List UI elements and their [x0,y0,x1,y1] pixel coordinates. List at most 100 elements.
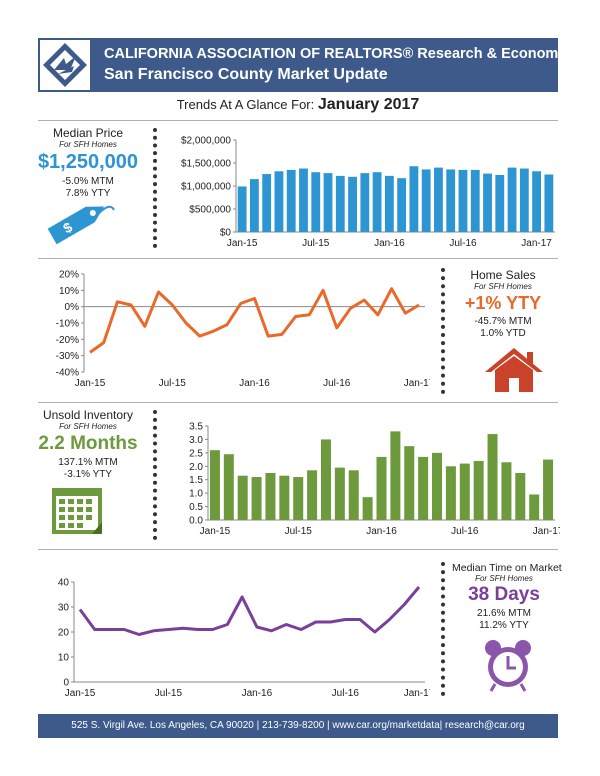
y-tick-label: 20 [58,628,70,639]
time-on-market-panel: Median Time on Market For SFH Homes 38 D… [452,562,562,632]
y-tick-label: 10% [59,286,79,297]
y-tick-label: -40% [56,368,79,379]
divider [38,120,558,121]
y-tick-label: $1,000,000 [181,182,231,193]
x-tick-label: Jul-16 [449,238,477,249]
dotted-separator [153,410,157,540]
y-tick-label: 0% [65,302,80,313]
y-tick-label: 30 [58,603,70,614]
bar [487,434,498,520]
trend-prefix: Trends At A Glance For: [176,97,315,112]
bar [320,439,331,520]
median-price-ytd: 7.8% YTY [65,188,111,199]
inventory-ytd: -3.1% YTY [63,469,113,480]
x-tick-label: Jan-17 [533,526,560,537]
bar [237,475,248,520]
bar [251,477,262,520]
bar [293,477,304,520]
y-tick-label: $500,000 [189,205,231,216]
inventory-mtm: 137.1% MTM [58,457,118,468]
home-sales-title: Home Sales [470,268,536,282]
dotted-separator [153,128,157,248]
home-sales-subtitle: For SFH Homes [474,282,532,291]
bar [432,452,443,520]
bar [404,446,415,520]
bar [445,466,456,520]
bar [483,173,492,232]
bar [307,470,318,520]
y-tick-label: $2,000,000 [181,136,231,147]
bar [473,460,484,520]
x-tick-label: Jul-16 [332,688,360,699]
x-tick-label: Jan-15 [65,688,96,699]
y-tick-label: 3.0 [189,435,203,446]
bar [390,431,401,520]
bar [237,186,247,232]
bar [507,167,517,232]
x-tick-label: Jan-16 [366,526,397,537]
inventory-subtitle: For SFH Homes [59,422,117,431]
home-sales-mtm: -45.7% MTM [474,316,532,327]
median-price-value: $1,250,000 [37,151,139,173]
y-tick-label: 10 [58,653,70,664]
bar [446,169,456,232]
median-price-title: Median Price [52,126,124,140]
bar [265,473,276,520]
median-price-panel: Median Price For SFH Homes $1,250,000 -5… [30,126,146,200]
inventory-chart: 0.0 0.5 1.0 1.5 2.0 2.5 3.0 3.5 Jan-15 Jul-15 Jan-… [189,422,560,538]
y-tick-label: $1,500,000 [181,159,231,170]
time-on-market-title: Median Time on Market [452,562,562,574]
median-price-chart: $0 $500,000 $1,000,000 $1,500,000 $2,000,000… [181,136,555,249]
bar [334,467,345,520]
x-tick-label: Jan-15 [227,238,258,249]
car-logo [40,40,90,90]
x-tick-label: Jan-15 [200,526,231,537]
y-tick-label: $0 [220,228,232,239]
x-tick-label: Jan-16 [242,688,273,699]
bar [458,169,468,232]
bar [249,179,259,232]
time-on-market-mtm: 21.6% MTM [477,608,531,619]
series-line [89,287,420,354]
divider [38,549,558,550]
calendar-icon [52,488,102,534]
time-on-market-subtitle: For SFH Homes [475,574,533,583]
x-tick-label: Jan-17 [404,688,430,699]
bar [459,463,470,520]
x-tick-label: Jul-15 [302,238,330,249]
x-tick-label: Jan-16 [239,378,270,389]
bar [544,174,554,232]
bar [279,475,290,520]
y-tick-label: -20% [56,335,79,346]
y-tick-label: 2.0 [189,462,203,473]
bar [421,169,431,232]
x-tick-label: Jul-15 [155,688,183,699]
y-tick-label: 0 [63,678,69,689]
bar [515,473,526,520]
trend-line: Trends At A Glance For: January 2017 [38,96,558,114]
bar [501,462,512,520]
divider [38,402,558,403]
bar [372,172,382,232]
header-subtitle: San Francisco County Market Update [104,66,388,83]
bar [360,173,370,232]
bar [532,171,542,232]
header-title: CALIFORNIA ASSOCIATION OF REALTORS® Rese… [104,46,579,62]
inventory-value: 2.2 Months [38,433,138,454]
bar [299,168,308,232]
bar [434,167,443,232]
x-tick-label: Jan-15 [75,378,106,389]
time-on-market-ytd: 11.2% YTY [479,620,529,631]
bar [495,174,505,232]
price-tag-icon: $ [47,205,115,245]
inventory-title: Unsold Inventory [42,408,134,422]
footer-bar: 525 S. Virgil Ave. Los Angeles, CA 90020… [38,714,558,738]
median-price-mtm: -5.0% MTM [62,176,114,187]
y-tick-label: 0.5 [189,502,203,513]
bar [209,450,220,520]
bar [409,166,419,232]
bar [376,456,387,520]
x-tick-label: Jan-16 [374,238,405,249]
median-price-subtitle: For SFH Homes [59,140,117,149]
time-on-market-chart: 0 10 20 30 40 Jan-15 Jul-15 Jan-16 Jul-16 Jan-17 [58,578,430,700]
